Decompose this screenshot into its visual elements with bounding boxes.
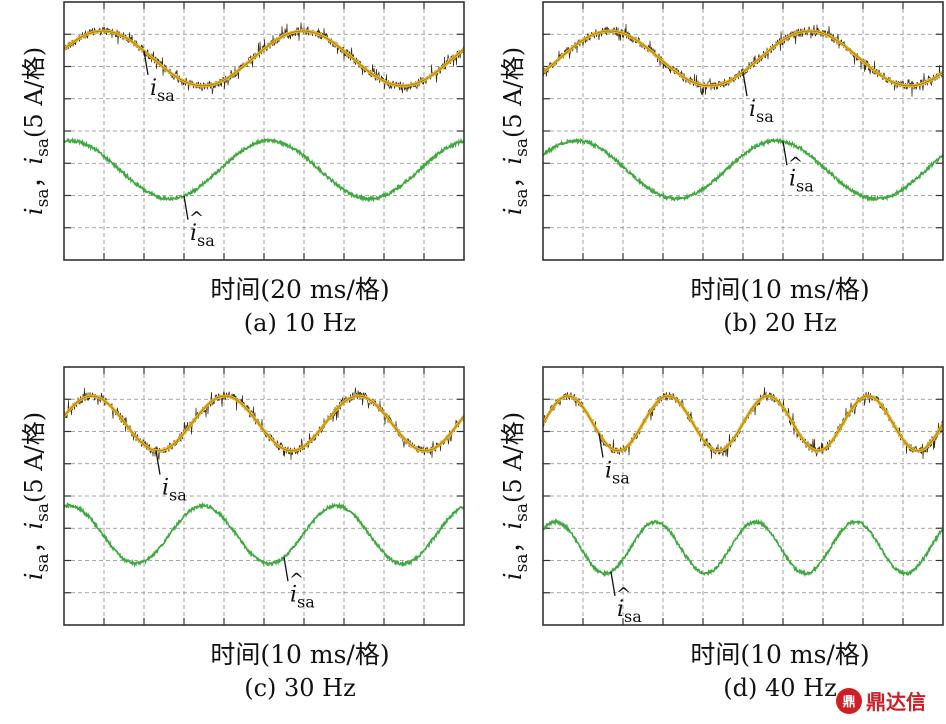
y-axis-label: isa，isa(5 A/格)	[20, 412, 53, 580]
x-axis-label: 时间(20 ms/格)	[210, 275, 389, 304]
plot-frame	[63, 366, 465, 626]
y-axis-label: isa，isa(5 A/格)	[499, 47, 532, 215]
watermark-text: 鼎达信	[866, 690, 926, 714]
series-0-annotation-leader	[742, 72, 748, 97]
series-1-line	[543, 518, 943, 578]
panel-caption: (a) 10 Hz	[244, 309, 356, 337]
series-1-line	[64, 501, 464, 568]
series-0-raw-trace	[543, 387, 943, 459]
plot-frame	[542, 1, 944, 261]
series-1-annotation-hat: ^	[616, 584, 631, 605]
series-0-annotation-label: isa	[150, 76, 175, 105]
traces	[543, 387, 943, 578]
traces	[64, 387, 464, 568]
plot-frame	[542, 366, 944, 626]
series-1-annotation-leader	[183, 195, 189, 220]
x-axis-label: 时间(10 ms/格)	[690, 275, 869, 304]
x-axis-label: 时间(10 ms/格)	[690, 640, 869, 669]
series-1-annotation-label: isa	[617, 597, 642, 626]
panel-caption: (d) 40 Hz	[723, 674, 836, 702]
series-1-annotation-label: isa	[290, 582, 315, 611]
series-1-line	[64, 137, 464, 203]
watermark: 鼎 鼎达信	[836, 686, 926, 715]
series-1-annotation-leader	[782, 141, 788, 166]
panel-caption: (c) 30 Hz	[244, 674, 356, 702]
series-1-annotation-hat: ^	[189, 208, 204, 229]
series-1-line	[543, 137, 943, 203]
y-axis-label: isa，isa(5 A/格)	[20, 47, 53, 215]
series-0-fit-core	[64, 395, 464, 452]
series-1-annotation-label: isa	[789, 166, 814, 195]
traces	[64, 22, 464, 203]
y-axis-label: isa，isa(5 A/格)	[499, 412, 532, 580]
series-0-annotation-label: isa	[605, 459, 630, 488]
series-0-annotation-label: isa	[162, 476, 187, 505]
series-1-annotation-leader	[610, 571, 616, 596]
x-axis-label: 时间(10 ms/格)	[210, 640, 389, 669]
series-0-fit-core	[543, 395, 943, 452]
series-0-fit-core	[64, 30, 464, 87]
series-0-annotation-leader	[598, 433, 604, 458]
series-0-annotation-leader	[143, 50, 149, 75]
panel-caption: (b) 20 Hz	[723, 309, 836, 337]
series-1-annotation-leader	[283, 557, 289, 582]
series-0-fit-core	[543, 30, 943, 87]
watermark-logo-icon: 鼎	[836, 687, 862, 714]
series-1-annotation-hat: ^	[788, 153, 803, 174]
series-0-annotation-label: isa	[749, 97, 774, 126]
series-1-annotation-label: isa	[190, 221, 215, 250]
traces	[543, 23, 943, 203]
plot-frame	[63, 1, 465, 261]
series-1-annotation-hat: ^	[289, 569, 304, 590]
series-0-annotation-leader	[155, 450, 161, 475]
